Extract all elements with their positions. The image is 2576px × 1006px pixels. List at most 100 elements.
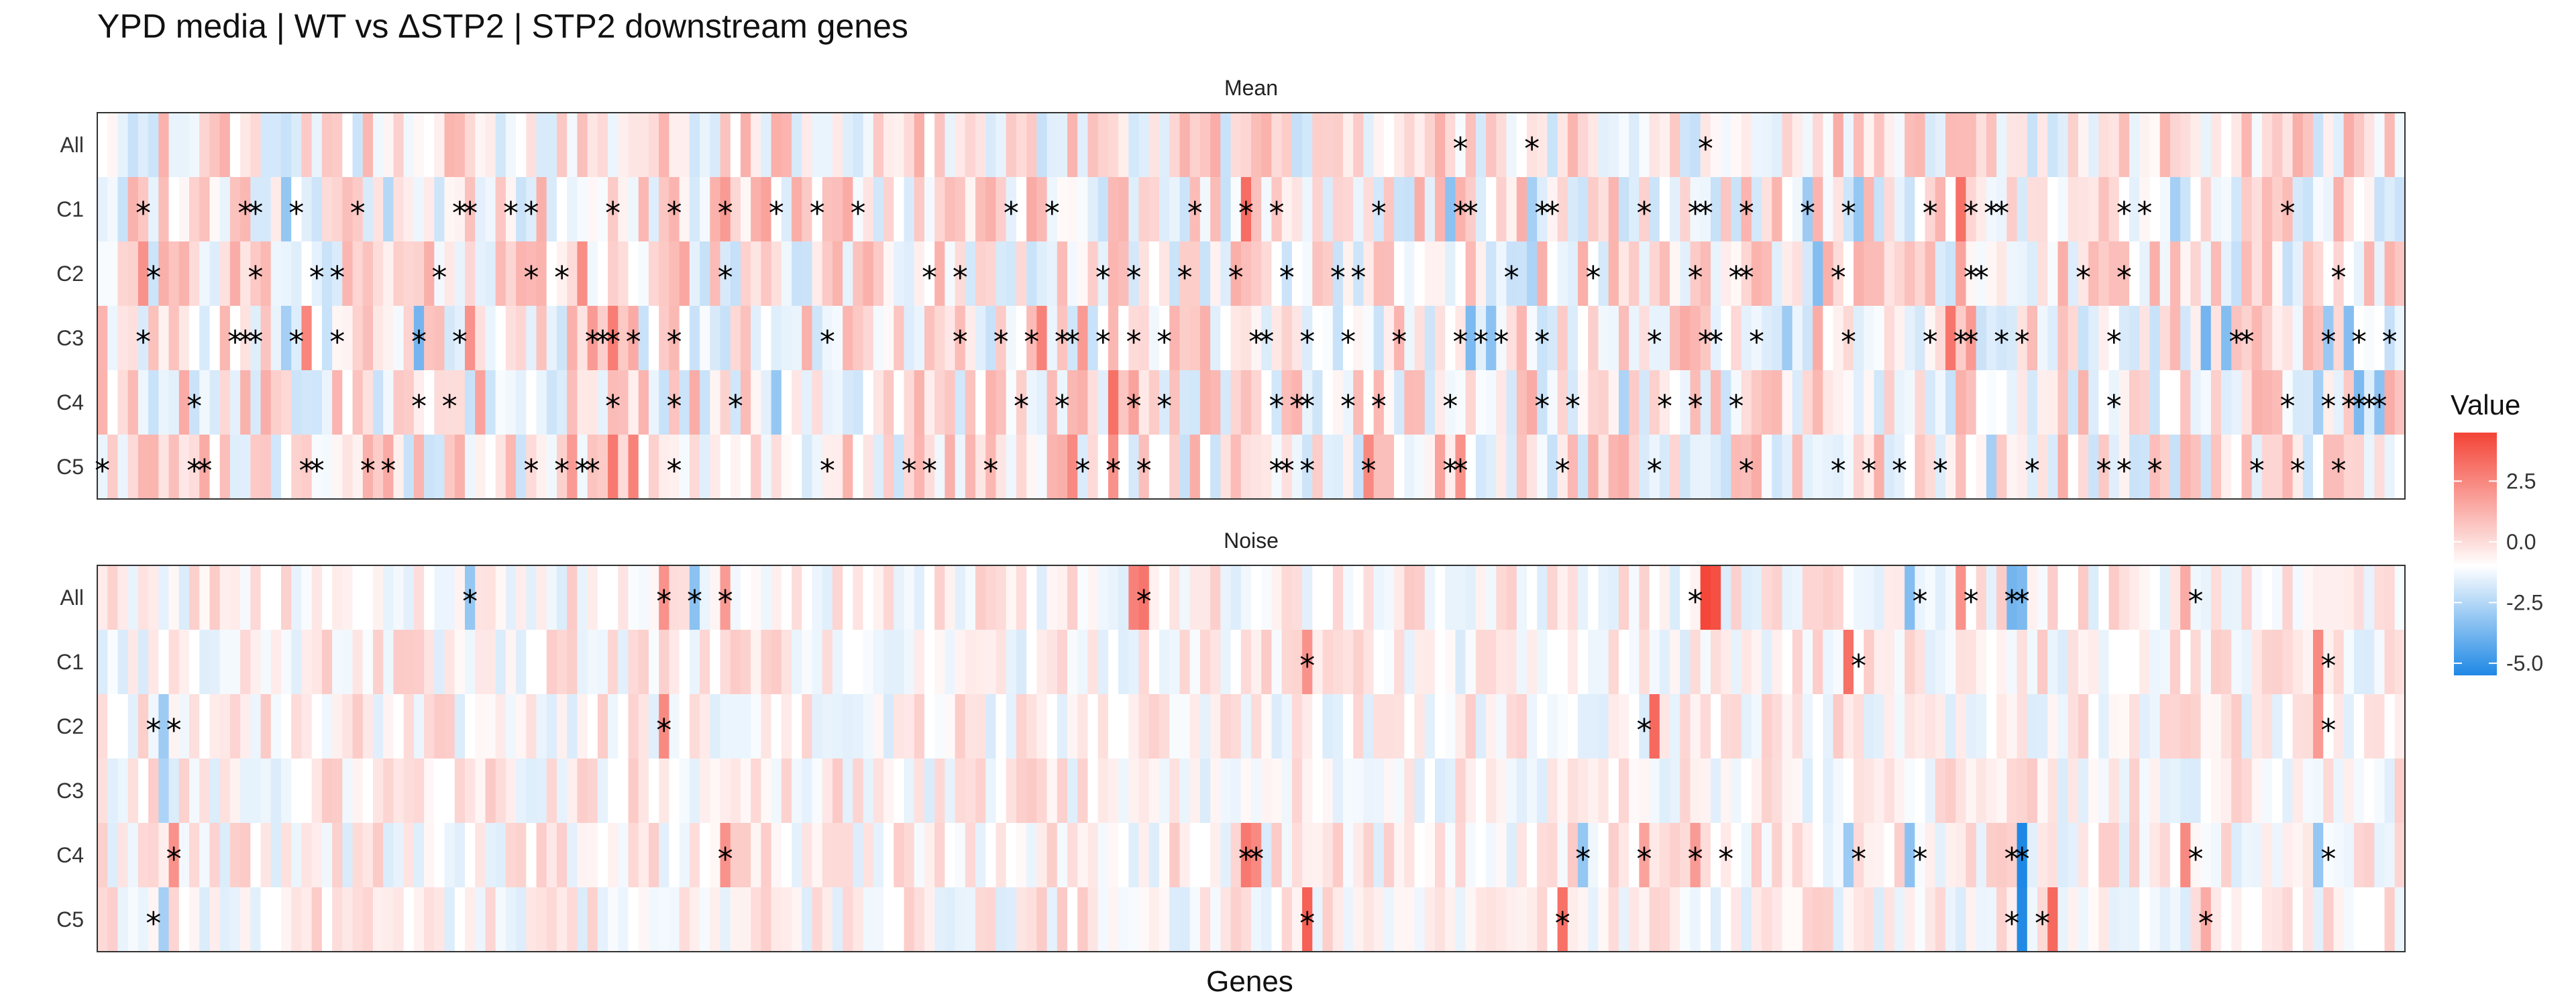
heatmap-cell bbox=[1302, 823, 1313, 887]
heatmap-cell bbox=[1690, 694, 1701, 759]
significance-star: * bbox=[1126, 260, 1141, 296]
heatmap-cell bbox=[1854, 241, 1864, 306]
heatmap-cell bbox=[1057, 759, 1068, 823]
heatmap-cell bbox=[1199, 823, 1211, 887]
heatmap-cell bbox=[2017, 823, 2028, 887]
heatmap-cell bbox=[1802, 759, 1813, 823]
heatmap-cell bbox=[853, 241, 864, 306]
heatmap-cell bbox=[1240, 370, 1252, 435]
heatmap-cell bbox=[1894, 306, 1905, 370]
heatmap-cell bbox=[638, 565, 649, 630]
heatmap-cell bbox=[1721, 823, 1731, 887]
heatmap-cell bbox=[567, 370, 578, 435]
heatmap-cell bbox=[1465, 241, 1477, 306]
heatmap-cell bbox=[2088, 823, 2099, 887]
heatmap-cell bbox=[781, 823, 792, 887]
heatmap-cell bbox=[1598, 113, 1609, 177]
heatmap-cell bbox=[424, 694, 435, 759]
heatmap-cell bbox=[536, 694, 547, 759]
significance-star: * bbox=[1565, 388, 1580, 425]
heatmap-cell bbox=[1700, 306, 1711, 370]
heatmap-cell bbox=[2057, 241, 2069, 306]
heatmap-cell bbox=[812, 241, 823, 306]
heatmap-cell bbox=[1762, 177, 1772, 241]
heatmap-cell bbox=[1864, 113, 1875, 177]
heatmap-cell bbox=[924, 823, 935, 887]
heatmap-cell bbox=[2037, 370, 2048, 435]
heatmap-cell bbox=[2159, 435, 2171, 499]
heatmap-cell bbox=[1475, 823, 1487, 887]
heatmap-cell bbox=[659, 694, 669, 759]
heatmap-cell bbox=[710, 435, 721, 499]
heatmap-cell bbox=[1108, 823, 1119, 887]
heatmap-cell bbox=[679, 759, 690, 823]
heatmap-cell bbox=[464, 113, 476, 177]
heatmap-cell bbox=[2159, 694, 2171, 759]
significance-star: * bbox=[2116, 260, 2132, 296]
heatmap-cell bbox=[700, 435, 710, 499]
heatmap-cell bbox=[301, 241, 313, 306]
heatmap-cell bbox=[372, 435, 384, 499]
heatmap-cell bbox=[1996, 370, 2007, 435]
heatmap-cell bbox=[587, 694, 598, 759]
heatmap-cell bbox=[2057, 759, 2069, 823]
heatmap-cell bbox=[424, 823, 435, 887]
heatmap-cell bbox=[362, 694, 374, 759]
heatmap-cell bbox=[1097, 565, 1109, 630]
heatmap-cell bbox=[2251, 241, 2263, 306]
heatmap-cell bbox=[250, 823, 262, 887]
heatmap-cell bbox=[1496, 823, 1507, 887]
heatmap-cell bbox=[1087, 370, 1099, 435]
significance-star: * bbox=[1473, 324, 1489, 360]
heatmap-cell bbox=[1465, 565, 1477, 630]
heatmap-cell bbox=[1046, 565, 1058, 630]
heatmap-cell bbox=[669, 241, 680, 306]
heatmap-cell bbox=[669, 630, 680, 694]
heatmap-cell bbox=[1945, 823, 1956, 887]
significance-star: * bbox=[769, 195, 784, 231]
heatmap-cell bbox=[628, 694, 639, 759]
heatmap-cell bbox=[1404, 630, 1415, 694]
significance-star: * bbox=[1269, 453, 1285, 489]
heatmap-cell bbox=[975, 113, 986, 177]
heatmap-cell bbox=[536, 565, 547, 630]
heatmap-cell bbox=[1721, 565, 1731, 630]
heatmap-row-c1 bbox=[97, 177, 2406, 241]
heatmap-cell bbox=[1659, 306, 1670, 370]
heatmap-cell bbox=[863, 435, 874, 499]
significance-star: * bbox=[1004, 195, 1019, 231]
heatmap-cell bbox=[301, 113, 313, 177]
heatmap-cell bbox=[1138, 435, 1150, 499]
heatmap-cell bbox=[1251, 823, 1262, 887]
heatmap-cell bbox=[1434, 241, 1446, 306]
heatmap-cell bbox=[1884, 630, 1895, 694]
heatmap-cell bbox=[1762, 759, 1772, 823]
heatmap-cell bbox=[1710, 694, 1721, 759]
heatmap-cell bbox=[280, 565, 292, 630]
heatmap-cell bbox=[291, 565, 303, 630]
heatmap-cell bbox=[781, 759, 792, 823]
heatmap-cell bbox=[301, 177, 313, 241]
heatmap-cell bbox=[1731, 306, 1742, 370]
heatmap-cell bbox=[342, 370, 354, 435]
heatmap-cell bbox=[2394, 759, 2406, 823]
heatmap-cell bbox=[2190, 435, 2202, 499]
heatmap-cell bbox=[1220, 630, 1232, 694]
heatmap-cell bbox=[1097, 241, 1109, 306]
heatmap-cell bbox=[2098, 694, 2110, 759]
significance-star: * bbox=[1984, 195, 1999, 231]
heatmap-cell bbox=[1261, 241, 1273, 306]
heatmap-cell bbox=[2068, 306, 2079, 370]
heatmap-cell bbox=[1281, 887, 1293, 952]
heatmap-cell bbox=[1772, 306, 1783, 370]
heatmap-cell bbox=[454, 177, 466, 241]
heatmap-cell bbox=[117, 370, 129, 435]
significance-star: * bbox=[329, 260, 345, 296]
heatmap-cell bbox=[1690, 435, 1701, 499]
row-label: C1 bbox=[56, 650, 84, 674]
heatmap-cell bbox=[1179, 370, 1191, 435]
heatmap-cell bbox=[996, 113, 1007, 177]
heatmap-cell bbox=[689, 435, 700, 499]
heatmap-cell bbox=[1588, 630, 1599, 694]
